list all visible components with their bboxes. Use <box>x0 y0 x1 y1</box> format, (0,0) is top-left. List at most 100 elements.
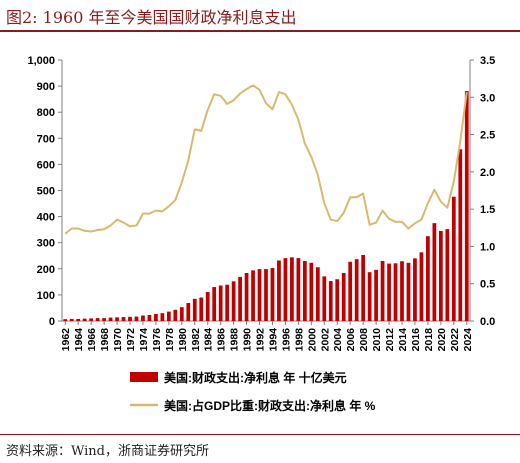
x-axis-tick-label: 1996 <box>280 328 292 352</box>
bar-2021 <box>445 229 450 321</box>
left-axis-tick-label: 400 <box>37 212 55 224</box>
left-axis-tick-label: 200 <box>37 264 55 276</box>
right-axis-tick-label: 0.0 <box>480 316 495 328</box>
x-axis-tick-label: 1990 <box>242 328 254 352</box>
bar-1962 <box>63 319 68 321</box>
figure-title: 图2: 1960 年至今美国国财政净利息支出 <box>6 8 297 27</box>
bar-2010 <box>374 269 378 321</box>
bar-1993 <box>264 269 268 321</box>
bar-1979 <box>173 309 178 321</box>
x-axis-tick-label: 2024 <box>462 328 474 352</box>
x-axis-tick-label: 1994 <box>267 328 279 352</box>
bar-1978 <box>166 311 171 321</box>
bar-1963 <box>69 318 74 321</box>
figure-header: 图2: 1960 年至今美国国财政净利息支出 <box>0 0 520 32</box>
bar-1987 <box>225 284 230 321</box>
bar-2009 <box>367 272 372 321</box>
bar-2007 <box>354 259 359 321</box>
bar-2008 <box>361 254 366 321</box>
x-axis-tick-label: 2004 <box>332 328 344 352</box>
x-axis-tick-label: 1974 <box>138 328 150 352</box>
bar-1990 <box>244 272 249 321</box>
bar-1995 <box>277 260 281 321</box>
bar-1966 <box>89 318 94 321</box>
x-axis-tick-label: 2010 <box>371 328 383 352</box>
x-axis-tick-label: 2006 <box>345 328 357 352</box>
bar-1992 <box>257 269 262 321</box>
x-axis-tick-label: 1992 <box>255 328 267 352</box>
bar-1980 <box>179 307 184 321</box>
x-axis-tick-label: 1982 <box>190 328 202 352</box>
x-axis-tick-label: 1984 <box>203 328 215 352</box>
left-axis-tick-label: 700 <box>37 133 55 145</box>
bar-2018 <box>426 236 430 321</box>
bar-1998 <box>296 258 301 321</box>
bar-2001 <box>315 267 320 321</box>
bar-2019 <box>432 223 437 321</box>
bar-2022 <box>451 196 456 321</box>
x-axis-tick-label: 1964 <box>73 328 85 352</box>
bar-1994 <box>270 268 275 321</box>
title-divider <box>0 30 520 32</box>
bar-2012 <box>387 263 391 321</box>
x-axis-tick-label: 1998 <box>293 328 305 352</box>
bar-1967 <box>95 318 100 321</box>
bar-1975 <box>147 314 152 321</box>
right-axis-tick-label: 1.5 <box>480 204 495 216</box>
bar-2003 <box>328 281 333 321</box>
x-axis-tick-label: 2000 <box>306 328 318 352</box>
bar-1970 <box>115 317 119 321</box>
bar-2014 <box>400 261 404 321</box>
combo-chart: 0 100 200 300 400 500 600 700 800 900 1,000 0.0 0.5 1… <box>27 55 495 413</box>
bar-1996 <box>283 258 288 321</box>
bar-2024 <box>464 91 469 322</box>
legend-label-bar: 美国:财政支出:净利息 年 十亿美元 <box>164 370 347 385</box>
bar-1999 <box>302 260 307 321</box>
x-axis-tick-label: 1980 <box>177 328 189 352</box>
x-axis-tick-label: 1986 <box>216 328 228 352</box>
x-axis-tick-label: 1978 <box>164 328 176 352</box>
bar-2015 <box>406 262 411 321</box>
x-axis-tick-label: 2020 <box>436 328 448 352</box>
legend-swatch-bar <box>130 372 158 382</box>
bar-1983 <box>199 297 204 321</box>
bar-1997 <box>290 257 294 321</box>
bar-1969 <box>108 317 113 321</box>
bar-1974 <box>141 315 145 321</box>
bar-1988 <box>231 281 236 321</box>
left-axis-tick-label: 800 <box>37 107 55 119</box>
left-axis-tick-label: 0 <box>49 316 55 328</box>
right-axis-tick-label: 2.5 <box>480 130 495 142</box>
bar-1989 <box>238 276 242 321</box>
bar-1973 <box>134 316 139 321</box>
bar-1991 <box>251 270 255 321</box>
bar-2023 <box>458 149 463 321</box>
line-series-gdp-share <box>64 84 468 235</box>
x-axis-tick-label: 1962 <box>60 328 72 352</box>
x-axis-tick-label: 2018 <box>423 328 435 352</box>
bar-2000 <box>309 262 314 321</box>
left-axis-tick-label: 600 <box>37 159 55 171</box>
bar-2006 <box>348 261 353 321</box>
legend-label-line: 美国:占GDP比重:财政支出:净利息 年 % <box>164 398 376 413</box>
bar-2004 <box>335 279 340 321</box>
bar-1985 <box>212 287 217 321</box>
right-axis-tick-label: 3.5 <box>480 55 495 67</box>
bar-1972 <box>128 316 132 321</box>
x-axis-tick-label: 2016 <box>410 328 422 352</box>
x-axis-tick-label: 1966 <box>86 328 98 352</box>
x-axis-tick-label: 1972 <box>125 328 137 352</box>
source-note: 资料来源：Wind，浙商证券研究所 <box>6 444 209 459</box>
bar-2013 <box>393 263 398 321</box>
bar-1968 <box>102 318 106 321</box>
bar-1964 <box>76 318 81 321</box>
bar-2016 <box>413 258 417 321</box>
bar-1965 <box>82 318 87 321</box>
right-axis-tick-label: 0.5 <box>480 279 495 291</box>
bar-1977 <box>160 313 165 321</box>
x-axis-tick-label: 2012 <box>384 328 396 352</box>
x-axis-tick-label: 1988 <box>229 328 241 352</box>
x-axis-tick-label: 2008 <box>358 328 370 352</box>
right-axis-tick-label: 3.0 <box>480 92 495 104</box>
bar-1971 <box>121 317 126 321</box>
